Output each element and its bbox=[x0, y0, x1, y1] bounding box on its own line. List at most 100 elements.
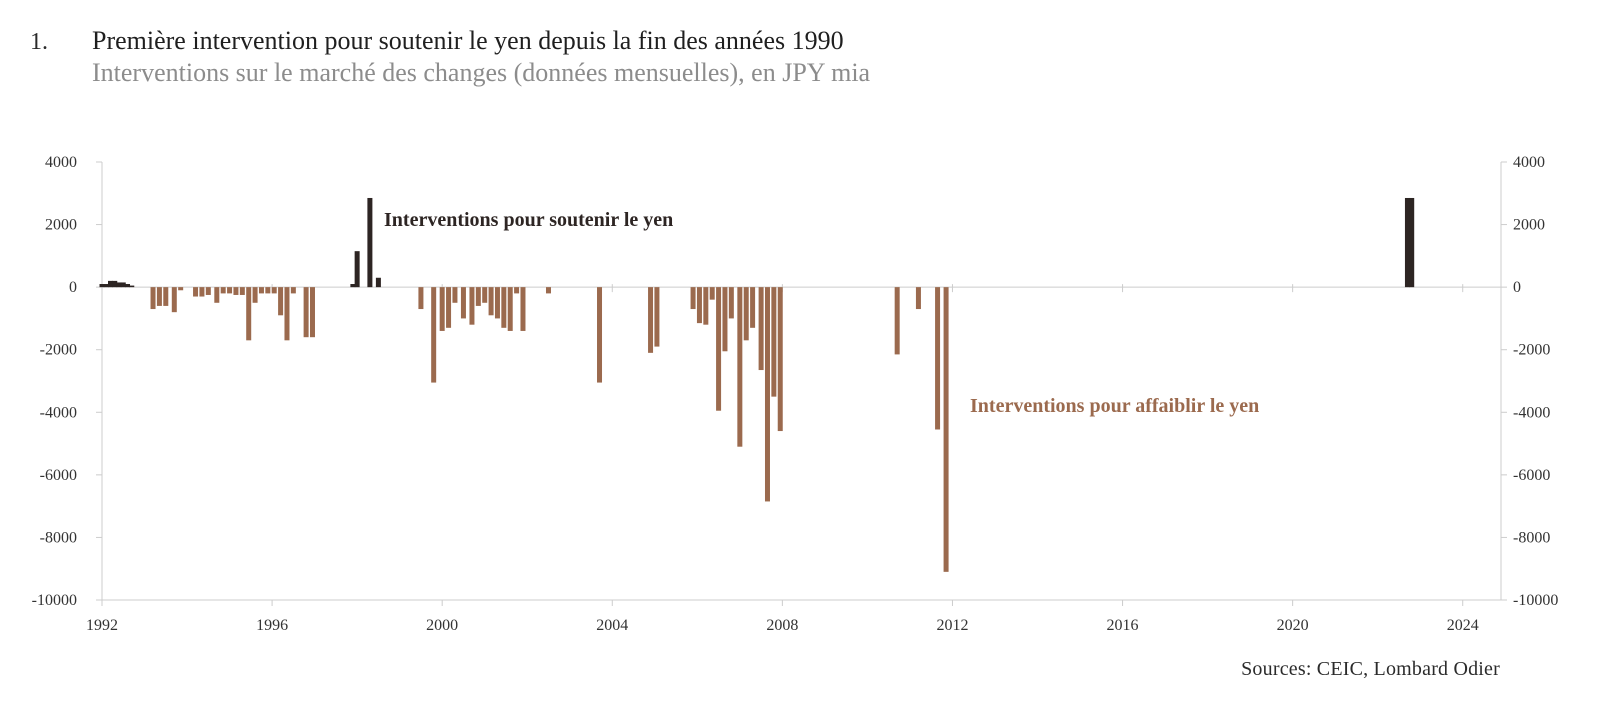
y-tick-label-right: 4000 bbox=[1513, 154, 1545, 171]
chart-title: Première intervention pour soutenir le y… bbox=[92, 26, 844, 55]
support-bar bbox=[99, 284, 105, 288]
weaken-bar bbox=[703, 287, 709, 325]
weaken-bar bbox=[193, 287, 199, 297]
weaken-bar bbox=[469, 287, 475, 325]
weaken-bar bbox=[205, 287, 211, 295]
x-tick-label: 2016 bbox=[1107, 617, 1139, 634]
y-tick-label-left: -8000 bbox=[40, 529, 77, 546]
weaken-bar bbox=[696, 287, 702, 324]
weaken-bar bbox=[150, 287, 156, 310]
weaken-bar bbox=[220, 287, 226, 294]
weaken-bar bbox=[690, 287, 696, 310]
weaken-bar bbox=[654, 287, 660, 347]
weaken-bar bbox=[771, 287, 777, 397]
weaken-bar bbox=[488, 287, 494, 316]
weaken-bar bbox=[501, 287, 507, 328]
support-bar bbox=[354, 251, 360, 288]
support-bar bbox=[103, 284, 109, 288]
weaken-bar bbox=[252, 287, 258, 303]
support-bar bbox=[1409, 197, 1415, 288]
x-tick-label: 2024 bbox=[1447, 617, 1479, 634]
annotation-weaken-yen: Interventions pour affaiblir le yen bbox=[970, 395, 1259, 417]
weaken-bar bbox=[777, 287, 783, 432]
weaken-bar bbox=[439, 287, 445, 331]
support-bar bbox=[108, 280, 114, 288]
weaken-bar bbox=[199, 287, 205, 297]
weaken-bar bbox=[446, 287, 452, 328]
weaken-bar bbox=[520, 287, 526, 331]
support-bar bbox=[367, 197, 373, 288]
weaken-bar bbox=[507, 287, 513, 331]
weaken-bar bbox=[258, 287, 264, 294]
chart-subtitle: Interventions sur le marché des changes … bbox=[92, 58, 871, 87]
y-tick-label-left: -10000 bbox=[32, 592, 77, 609]
weaken-bar bbox=[514, 287, 520, 294]
x-tick-label: 2012 bbox=[936, 617, 968, 634]
y-tick-label-right: 0 bbox=[1513, 279, 1521, 296]
weaken-bar bbox=[728, 287, 734, 319]
weaken-bar bbox=[246, 287, 252, 341]
weaken-bar bbox=[737, 287, 743, 447]
y-tick-label-left: 4000 bbox=[45, 154, 77, 171]
weaken-bar bbox=[156, 287, 162, 306]
weaken-bar bbox=[545, 287, 551, 294]
support-bar bbox=[129, 285, 135, 288]
chart-axes bbox=[96, 161, 1507, 606]
support-bar bbox=[350, 284, 356, 288]
figure-number: 1. bbox=[30, 29, 48, 55]
weaken-bar bbox=[716, 287, 722, 411]
title-row: 1. Première intervention pour soutenir l… bbox=[30, 26, 870, 56]
support-bar bbox=[112, 280, 118, 288]
y-tick-label-right: 2000 bbox=[1513, 217, 1545, 234]
source-note: Sources: CEIC, Lombard Odier bbox=[1241, 658, 1500, 680]
weaken-bar bbox=[284, 287, 290, 341]
weaken-bar bbox=[494, 287, 500, 319]
weaken-bar bbox=[431, 287, 437, 383]
y-tick-label-right: -2000 bbox=[1513, 342, 1550, 359]
weaken-bar bbox=[764, 287, 770, 502]
support-bar bbox=[125, 284, 131, 288]
weaken-bar bbox=[265, 287, 271, 294]
x-tick-label: 2000 bbox=[426, 617, 458, 634]
support-bar bbox=[120, 282, 126, 288]
x-tick-label: 1992 bbox=[86, 617, 118, 634]
weaken-bar bbox=[303, 287, 309, 338]
x-tick-label: 2004 bbox=[596, 617, 628, 634]
weaken-bar bbox=[452, 287, 458, 303]
weaken-bar bbox=[758, 287, 764, 371]
chart-tick-labels: 4000 4000 2000 2000 0 0 -2000 -2000 -4000 -4000 -6… bbox=[32, 154, 1559, 634]
weaken-bar bbox=[227, 287, 233, 294]
weaken-bar bbox=[722, 287, 728, 352]
weaken-bar bbox=[935, 287, 941, 430]
y-tick-label-right: -10000 bbox=[1513, 592, 1558, 609]
weaken-bar bbox=[309, 287, 315, 338]
weaken-bar bbox=[178, 287, 184, 291]
weaken-bar bbox=[709, 287, 715, 300]
weaken-bar bbox=[239, 287, 245, 295]
weaken-bar bbox=[171, 287, 177, 313]
y-tick-label-right: -4000 bbox=[1513, 404, 1550, 421]
weaken-bar bbox=[482, 287, 488, 303]
weaken-bar bbox=[597, 287, 603, 383]
support-bar bbox=[1404, 197, 1410, 288]
y-tick-label-left: -2000 bbox=[40, 342, 77, 359]
y-tick-label-right: -6000 bbox=[1513, 467, 1550, 484]
weaken-bar bbox=[750, 287, 756, 328]
y-tick-label-left: 2000 bbox=[45, 217, 77, 234]
chart-bars bbox=[99, 197, 1415, 572]
y-tick-label-right: -8000 bbox=[1513, 529, 1550, 546]
weaken-bar bbox=[214, 287, 220, 303]
weaken-bar bbox=[278, 287, 284, 316]
y-tick-label-left: -6000 bbox=[40, 467, 77, 484]
y-tick-label-left: -4000 bbox=[40, 404, 77, 421]
x-tick-label: 2008 bbox=[766, 617, 798, 634]
chart-header: 1. Première intervention pour soutenir l… bbox=[30, 26, 870, 88]
weaken-bar bbox=[894, 287, 900, 355]
weaken-bar bbox=[743, 287, 749, 341]
weaken-bar bbox=[648, 287, 654, 353]
x-tick-label: 2020 bbox=[1277, 617, 1309, 634]
support-bar bbox=[116, 282, 122, 288]
weaken-bar bbox=[163, 287, 169, 306]
weaken-bar bbox=[271, 287, 277, 294]
